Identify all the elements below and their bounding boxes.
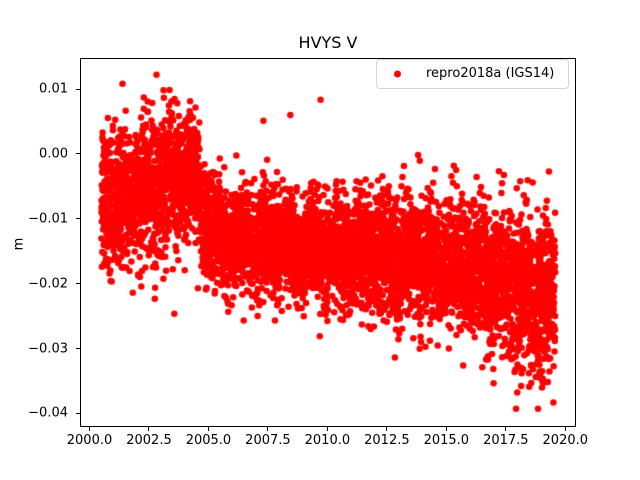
y-tick-label: −0.01 bbox=[28, 211, 68, 227]
legend-label: repro2018a (IGS14) bbox=[426, 66, 555, 81]
y-tick-label: 0.00 bbox=[39, 146, 68, 162]
x-tick-label: 2015.0 bbox=[423, 433, 470, 448]
y-tick-label: 0.01 bbox=[39, 81, 68, 97]
x-tick-label: 2007.5 bbox=[245, 433, 291, 448]
x-tick-label: 2020.0 bbox=[542, 433, 589, 448]
x-tick-mark bbox=[89, 427, 90, 431]
x-tick-label: 2005.0 bbox=[185, 433, 232, 448]
y-tick-mark bbox=[76, 283, 80, 285]
x-tick-label: 2012.5 bbox=[364, 433, 410, 448]
x-tick-mark bbox=[445, 427, 447, 431]
x-tick-label: 2010.0 bbox=[304, 433, 351, 448]
x-tick-mark bbox=[505, 427, 507, 431]
y-tick-mark bbox=[76, 218, 80, 220]
y-tick-label: −0.02 bbox=[28, 276, 68, 292]
x-tick-mark bbox=[207, 427, 209, 431]
y-tick-mark bbox=[76, 88, 80, 90]
x-tick-mark bbox=[386, 427, 388, 431]
x-tick-mark bbox=[267, 427, 269, 431]
x-tick-mark bbox=[148, 427, 150, 431]
y-axis-label: m bbox=[11, 237, 27, 251]
y-tick-mark bbox=[76, 153, 80, 155]
legend-marker-icon bbox=[394, 70, 401, 78]
chart-title: HVYS V bbox=[298, 33, 358, 52]
x-tick-label: 2017.5 bbox=[483, 433, 529, 448]
y-tick-mark bbox=[76, 412, 80, 414]
y-tick-label: −0.03 bbox=[28, 341, 68, 357]
x-tick-mark bbox=[564, 427, 566, 431]
x-tick-mark bbox=[326, 427, 328, 431]
y-tick-label: −0.04 bbox=[28, 405, 68, 421]
x-tick-label: 2002.5 bbox=[126, 433, 172, 448]
legend: repro2018a (IGS14) bbox=[376, 59, 569, 89]
y-tick-mark bbox=[76, 348, 80, 350]
x-tick-label: 2000.0 bbox=[66, 433, 113, 448]
